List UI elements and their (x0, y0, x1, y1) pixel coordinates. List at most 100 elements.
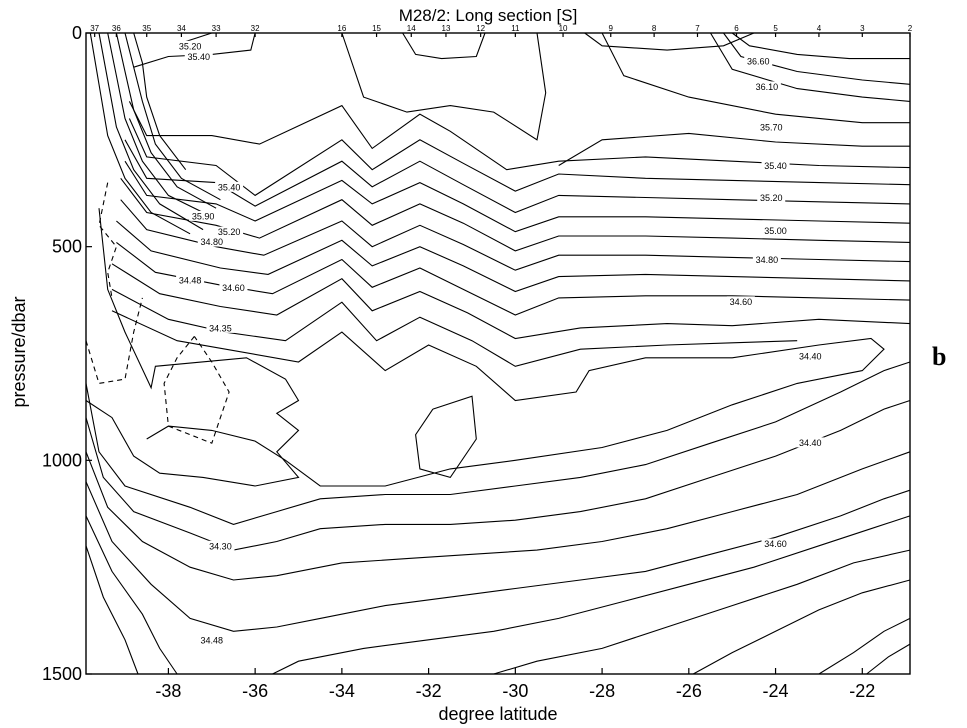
x-tick-label: -30 (502, 681, 528, 701)
station-label-8: 8 (652, 24, 657, 33)
contour-label-17: 34.40 (799, 352, 822, 362)
contour-line-12 (124, 139, 911, 214)
contour-lines (85, 32, 911, 675)
station-label-36: 36 (112, 24, 121, 33)
contour-line-9 (558, 132, 910, 166)
contour-line-21 (415, 395, 477, 479)
contour-label-bg-20 (761, 538, 790, 549)
x-tick-label: -36 (242, 681, 268, 701)
contour-line-7 (710, 32, 911, 102)
x-tick-label: -24 (763, 681, 789, 701)
contour-line-37 (89, 32, 191, 235)
contour-label-5: 35.40 (764, 161, 787, 171)
station-label-35: 35 (142, 24, 151, 33)
contour-line-27 (85, 399, 911, 551)
contour-line-39 (107, 32, 213, 218)
contour-line-35 (818, 617, 911, 675)
chart-title: M28/2: Long section [S] (399, 6, 578, 25)
y-tick-label: 1000 (42, 450, 82, 470)
contour-label-bg-17 (796, 351, 825, 362)
station-label-37: 37 (90, 24, 99, 33)
contour-line-26 (85, 361, 911, 525)
contour-label-bg-6 (757, 192, 786, 203)
contour-line-38 (98, 32, 204, 231)
station-label-6: 6 (734, 24, 739, 33)
contour-line-8 (601, 32, 910, 124)
contour-label-bg-8 (761, 225, 790, 236)
station-label-12: 12 (476, 24, 485, 33)
station-label-14: 14 (407, 24, 416, 33)
contour-label-bg-4 (757, 122, 786, 133)
contour-label-bg-9 (189, 210, 218, 221)
contour-line-24 (85, 297, 143, 385)
contour-label-bg-1 (184, 51, 213, 62)
contour-line-13 (124, 160, 911, 233)
contour-label-bg-5 (761, 160, 790, 171)
contour-label-bg-19 (206, 540, 235, 551)
station-label-15: 15 (372, 24, 381, 33)
contour-line-17 (116, 241, 911, 316)
contour-label-7: 35.40 (218, 182, 241, 192)
station-label-34: 34 (177, 24, 186, 33)
station-label-7: 7 (695, 24, 700, 33)
station-label-32: 32 (251, 24, 260, 33)
contour-label-8: 35.00 (764, 226, 787, 236)
contour-label-14: 34.60 (222, 283, 245, 293)
contour-label-bg-10 (215, 226, 244, 237)
contour-line-16 (116, 220, 911, 293)
contour-label-6: 35.20 (760, 193, 783, 203)
contour-line-6 (723, 32, 911, 85)
station-label-9: 9 (609, 24, 614, 33)
x-tick-label: -26 (676, 681, 702, 701)
contour-label-bg-14 (219, 282, 248, 293)
station-label-5: 5 (773, 24, 778, 33)
contour-line-15 (120, 199, 911, 271)
contour-label-20: 34.60 (764, 539, 787, 549)
contour-line-30 (85, 515, 178, 675)
station-labels: 37 36 35 34 33 32 16 15 14 13 12 11 10 9 8 7 6 5 4 3 2 (90, 24, 913, 37)
x-tick-label: -32 (416, 681, 442, 701)
y-tick-label: 1500 (42, 664, 82, 684)
contour-line-34 (692, 579, 911, 675)
contour-label-11: 34.80 (201, 237, 224, 247)
contour-label-bg-21 (197, 634, 226, 645)
contour-label-bg-12 (752, 254, 781, 265)
contour-label-19: 34.30 (209, 541, 232, 551)
y-tick-label: 0 (72, 23, 82, 43)
contour-line-20 (111, 310, 885, 487)
y-tick-label: 500 (52, 237, 82, 257)
contour-label-bg-0 (176, 40, 205, 51)
contour-line-11 (128, 118, 911, 197)
contour-label-3: 36.10 (756, 82, 779, 92)
station-label-3: 3 (860, 24, 865, 33)
contour-line-32 (272, 515, 911, 675)
contour-line-42 (133, 32, 187, 171)
contour-line-31 (85, 545, 139, 675)
contour-line-33 (493, 549, 911, 675)
contour-line-29 (85, 481, 911, 632)
contour-label-bg-11 (197, 236, 226, 247)
contour-label-bg-2 (744, 55, 773, 66)
contour-line-5 (731, 32, 910, 60)
contour-line-18 (111, 263, 911, 340)
contour-line-2 (341, 32, 547, 141)
contour-line-0 (185, 32, 212, 43)
contour-label-18: 34.40 (799, 438, 822, 448)
panel-letter: b (932, 342, 946, 371)
station-label-2: 2 (908, 24, 913, 33)
contour-label-15: 34.60 (730, 297, 753, 307)
contour-label-13: 34.48 (179, 275, 202, 285)
contour-label-bg-13 (176, 274, 205, 285)
contour-line-40 (115, 32, 217, 209)
contour-label-bg-18 (796, 437, 825, 448)
contour-line-4 (584, 32, 755, 51)
station-label-10: 10 (559, 24, 568, 33)
contour-label-4: 35.70 (760, 123, 783, 133)
y-axis-label: pressure/dbar (9, 296, 29, 407)
contour-line-22 (85, 208, 300, 487)
plot-frame (85, 32, 911, 675)
x-axis: -38 -36 -34 -32 -30 -28 -26 -24 -22 (155, 668, 875, 701)
